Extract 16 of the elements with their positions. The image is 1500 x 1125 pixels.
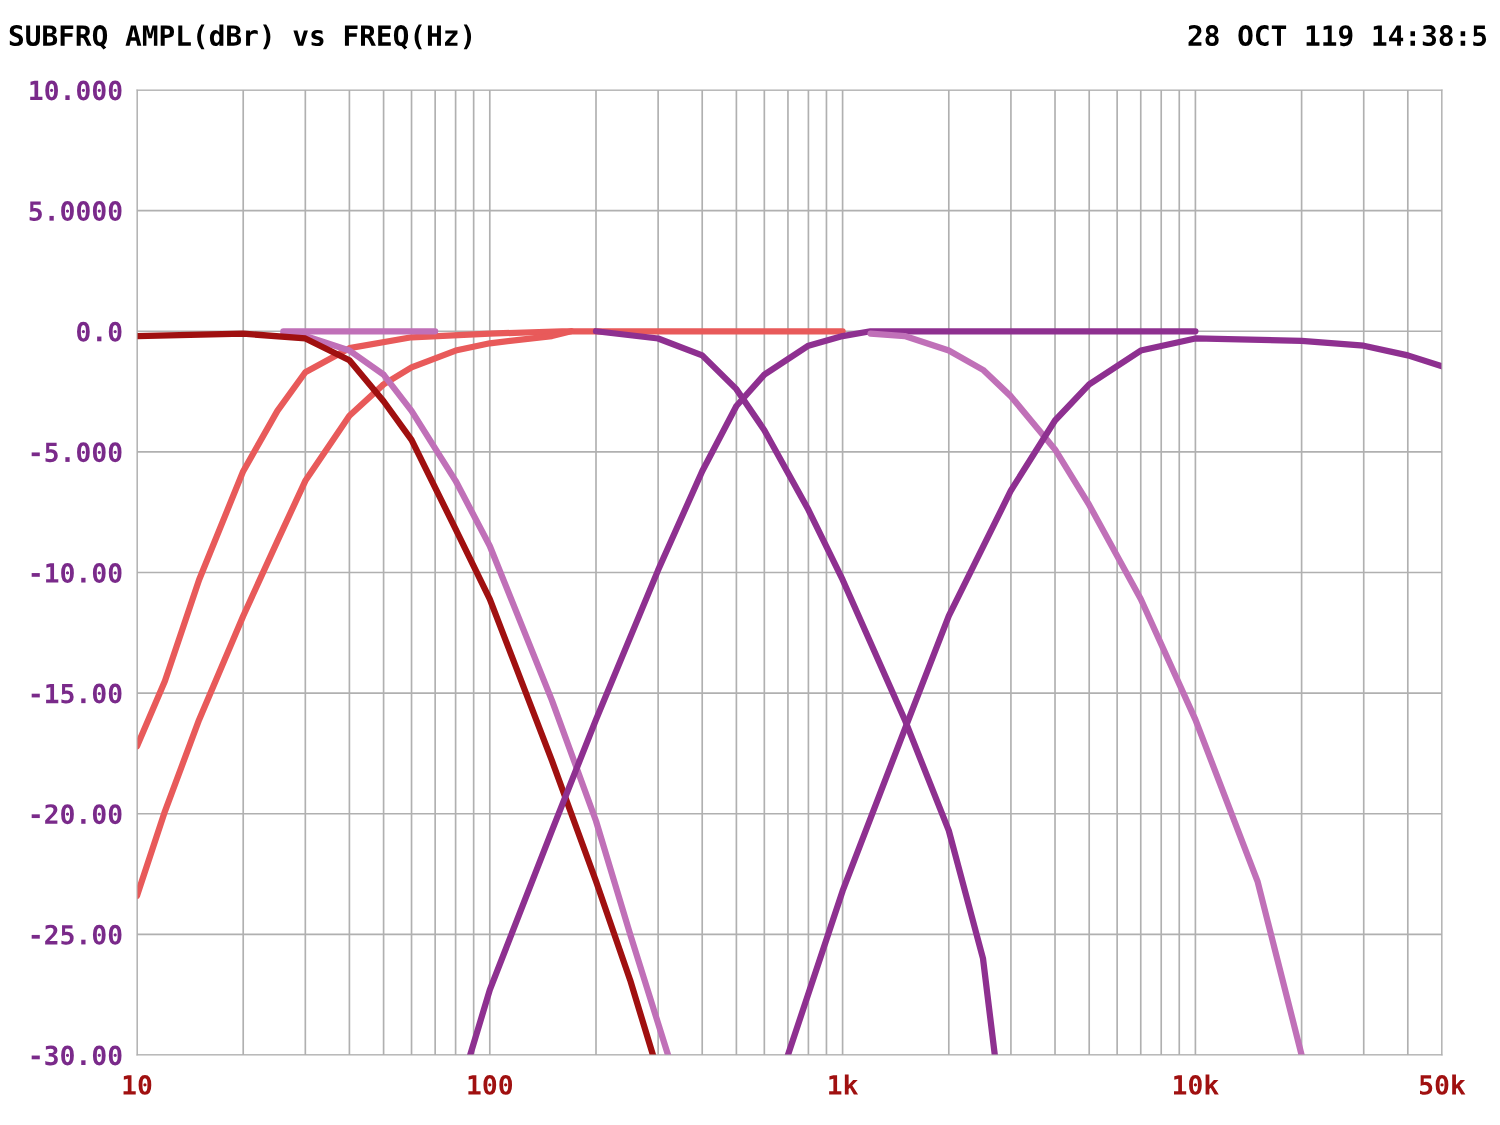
y-tick-label: -15.00 <box>31 683 122 704</box>
text: 28 OCT 119 14:38:5 <box>1188 25 1487 47</box>
y-tick-label: 5.0000 <box>29 201 122 222</box>
y-tick-label: 10.000 <box>30 80 122 101</box>
y-tick-label: -25.00 <box>31 924 122 945</box>
y-tick-label: 0.0 <box>77 321 122 342</box>
x-tick-label: 100 <box>468 1074 513 1095</box>
x-tick-label: 10k <box>1174 1074 1219 1095</box>
chart-title: SUBFRQ AMPL(dBr) vs FREQ(Hz) <box>9 24 472 50</box>
x-tick-label: 50k <box>1420 1074 1466 1095</box>
x-tick-label: 1k <box>829 1074 859 1095</box>
y-tick-label: -20.00 <box>31 804 122 825</box>
x-tick-label: 10 <box>123 1074 152 1095</box>
y-tick-label: -5.000 <box>31 442 122 463</box>
y-tick-label: -30.00 <box>31 1045 122 1066</box>
y-tick-label: -10.00 <box>31 562 122 583</box>
